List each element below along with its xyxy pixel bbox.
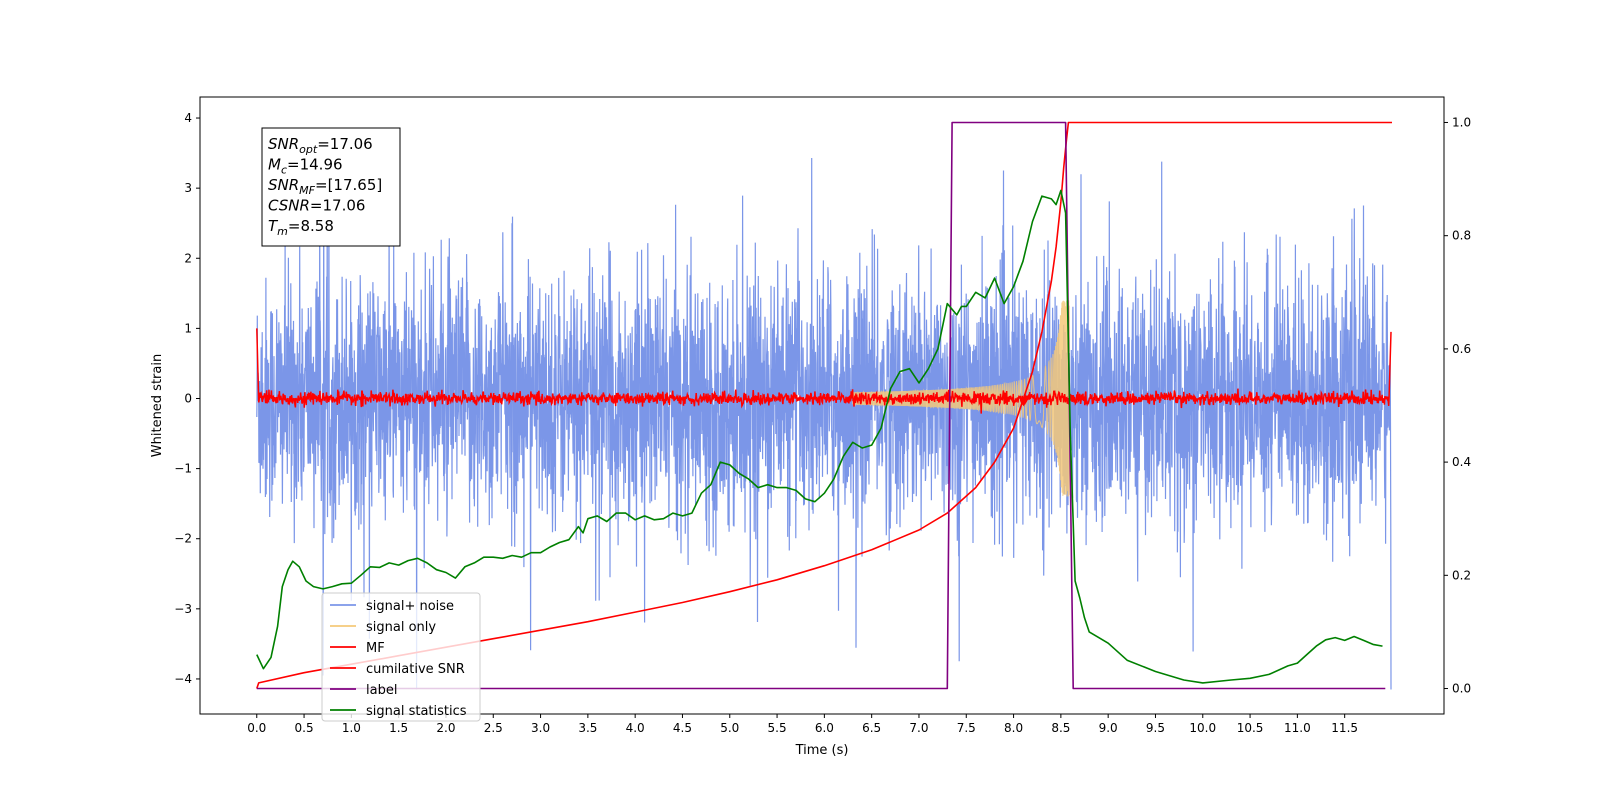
x-tick-label: 6.5 — [862, 721, 881, 735]
annotation-line: SNRMF=[17.65] — [268, 176, 382, 197]
x-axis: 0.0 0.5 1.0 1.5 2.0 2.5 3.0 3.5 4.0 4.5 5.0 5.5 6.0 6… — [247, 714, 1358, 735]
y-tick-label: −3 — [174, 602, 192, 616]
x-tick-label: 1.5 — [389, 721, 408, 735]
y-tick-label: 2 — [184, 251, 192, 265]
x-tick-label: 11.0 — [1284, 721, 1311, 735]
x-tick-label: 5.0 — [720, 721, 739, 735]
x-tick-label: 8.0 — [1004, 721, 1023, 735]
series-signal-statistics — [256, 189, 1383, 684]
y-tick-label: −4 — [174, 672, 192, 686]
x-tick-label: 7.0 — [909, 721, 928, 735]
annotation-line: SNRopt=17.06 — [268, 135, 373, 156]
x-tick-label: 11.5 — [1331, 721, 1358, 735]
y-tick-label: −1 — [174, 462, 192, 476]
y-tick-label: −2 — [174, 532, 192, 546]
y-axis-label: Whitened strain — [150, 354, 165, 457]
y-tick-label: 1 — [184, 321, 192, 335]
y2-tick-label: 0.4 — [1452, 455, 1471, 469]
x-tick-label: 3.0 — [531, 721, 550, 735]
legend-label: signal only — [366, 620, 436, 635]
annotation-line: Mc=14.96 — [268, 156, 343, 177]
x-tick-label: 0.0 — [247, 721, 266, 735]
x-tick-label: 9.5 — [1146, 721, 1165, 735]
x-tick-label: 4.5 — [673, 721, 692, 735]
legend-label: cumilative SNR — [366, 662, 465, 677]
legend-label: signal+ noise — [366, 599, 454, 614]
x-tick-label: 3.5 — [578, 721, 597, 735]
x-tick-label: 10.0 — [1189, 721, 1216, 735]
legend-label: MF — [366, 641, 385, 656]
x-axis-label: Time (s) — [795, 743, 849, 758]
y2-tick-label: 0.2 — [1452, 568, 1471, 582]
annotation-line: CSNR=17.06 — [268, 197, 365, 215]
legend-label: label — [366, 683, 397, 698]
y2-tick-label: 0.8 — [1452, 229, 1471, 243]
y-tick-label: 4 — [184, 111, 192, 125]
x-tick-label: 2.0 — [436, 721, 455, 735]
y2-tick-label: 0.0 — [1452, 682, 1471, 696]
annotation-line: Tm=8.58 — [268, 217, 334, 238]
y2-tick-label: 0.6 — [1452, 342, 1471, 356]
annotation-box: SNRopt=17.06Mc=14.96SNRMF=[17.65]CSNR=17… — [261, 127, 401, 247]
legend-label: signal statistics — [366, 704, 467, 719]
x-tick-label: 5.5 — [768, 721, 787, 735]
x-tick-label: 7.5 — [957, 721, 976, 735]
x-tick-label: 0.5 — [295, 721, 314, 735]
series-signal-noise — [256, 157, 1392, 690]
legend: signal+ noise signal only MF cumilative SNR… — [321, 592, 481, 722]
x-tick-label: 2.5 — [484, 721, 503, 735]
series-mf — [256, 328, 1392, 414]
x-tick-label: 8.5 — [1051, 721, 1070, 735]
x-tick-label: 1.0 — [342, 721, 361, 735]
annotation-frame — [261, 127, 401, 247]
y2-axis: 0.0 0.2 0.4 0.6 0.8 1.0 — [1444, 115, 1471, 696]
y2-tick-label: 1.0 — [1452, 115, 1471, 129]
axes-frame — [199, 96, 1445, 715]
x-tick-label: 10.5 — [1237, 721, 1264, 735]
y-tick-label: 3 — [184, 181, 192, 195]
y-tick-label: 0 — [184, 391, 192, 405]
y-axis: −4 −3 −2 −1 0 1 2 3 4 — [174, 111, 200, 686]
legend-frame — [321, 592, 481, 722]
x-tick-label: 4.0 — [626, 721, 645, 735]
x-tick-label: 6.0 — [815, 721, 834, 735]
series-label — [256, 121, 1386, 690]
x-tick-label: 9.0 — [1099, 721, 1118, 735]
